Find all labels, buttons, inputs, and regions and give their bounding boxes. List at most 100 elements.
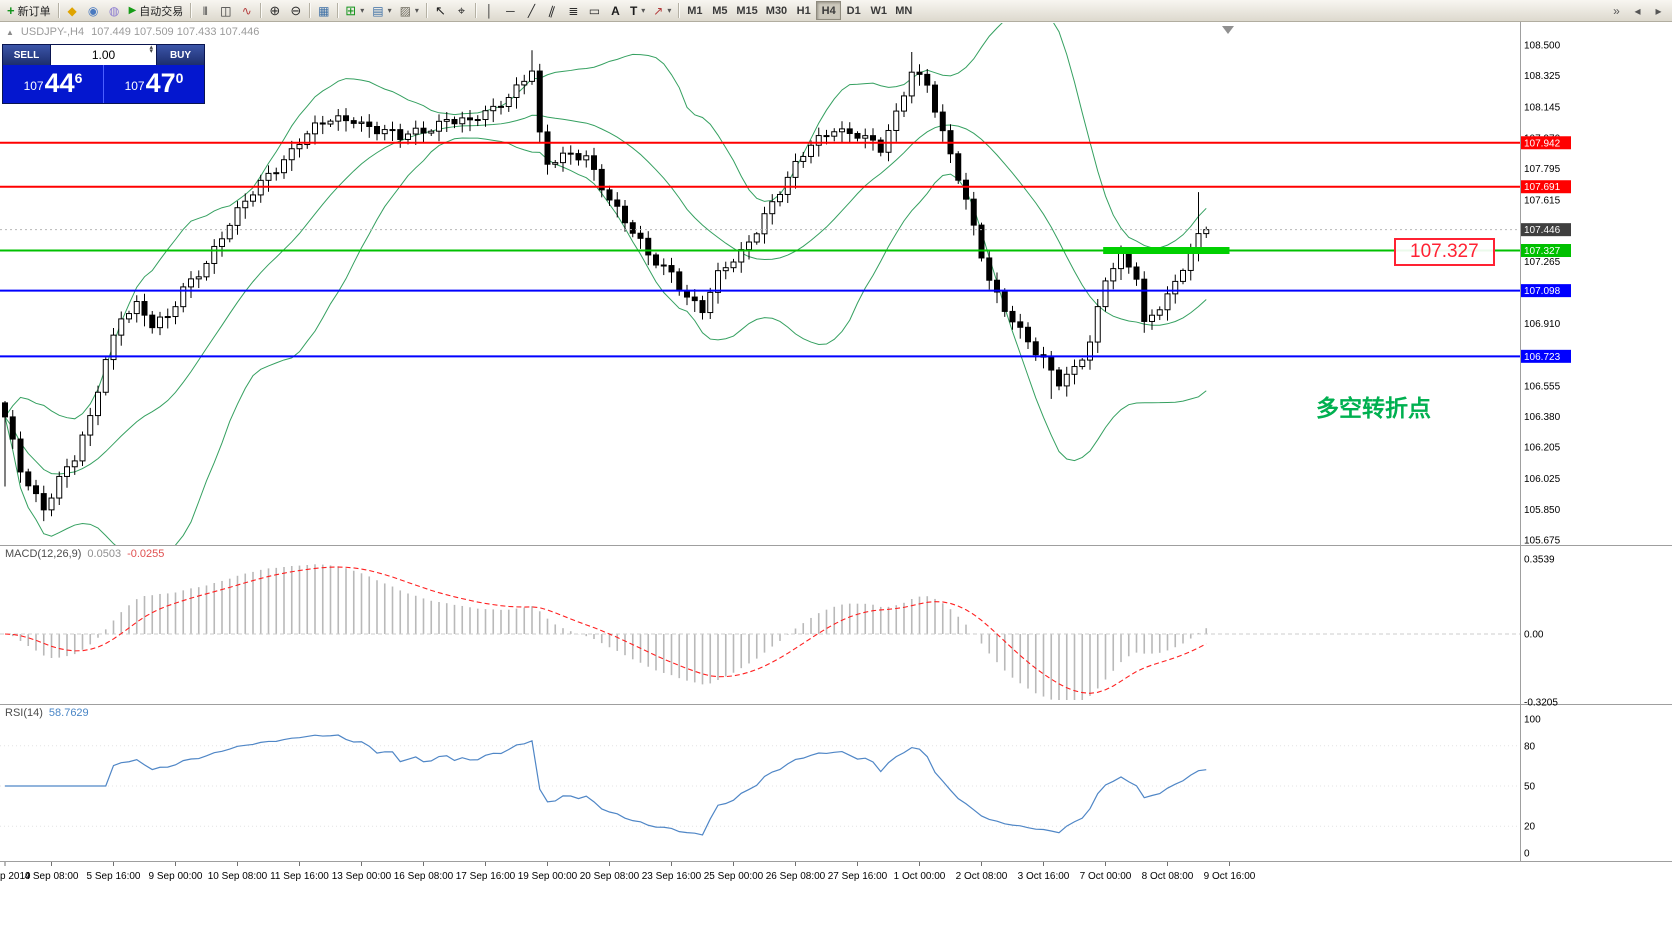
macd-main-value: 0.0503: [87, 548, 122, 560]
chart-shift-marker[interactable]: [1222, 26, 1234, 34]
svg-text:7 Oct 00:00: 7 Oct 00:00: [1080, 871, 1132, 882]
svg-text:9 Oct 16:00: 9 Oct 16:00: [1204, 871, 1256, 882]
shapes-button[interactable]: ▭: [584, 1, 605, 20]
zoom-out-button[interactable]: ⊖: [285, 1, 306, 20]
crosshair-button[interactable]: ⌖: [451, 1, 472, 20]
svg-text:107.446: 107.446: [1524, 225, 1561, 236]
svg-text:106.025: 106.025: [1524, 474, 1561, 485]
sell-button[interactable]: SELL: [3, 45, 51, 65]
svg-text:3 Oct 16:00: 3 Oct 16:00: [1018, 871, 1070, 882]
volume-value[interactable]: 1.00: [91, 48, 116, 62]
svg-text:25 Sep 00:00: 25 Sep 00:00: [704, 871, 764, 882]
trend-highlight-segment[interactable]: [1103, 247, 1230, 255]
label-button[interactable]: T ▾: [626, 1, 649, 20]
rsi-value: 58.7629: [48, 707, 89, 719]
price-tag-107.942: 107.942: [1521, 136, 1571, 150]
one-click-prices: 107 44 6 107 47 0: [3, 65, 204, 103]
volume-spinner[interactable]: ▴ ▾: [149, 44, 153, 56]
svg-text:105.675: 105.675: [1524, 535, 1561, 546]
right-icon: ▸: [1655, 3, 1662, 18]
toolbar-separator: [474, 3, 476, 18]
volume-field[interactable]: 1.00 ▴ ▾: [51, 44, 156, 65]
price-callout-label[interactable]: 107.327: [1394, 238, 1495, 266]
channel-icon: ∥: [547, 2, 558, 19]
svg-text:-0.3205: -0.3205: [1524, 697, 1558, 708]
svg-text:0: 0: [1524, 849, 1530, 860]
trend-icon: ╱: [527, 3, 536, 18]
toolbar-separator: [337, 3, 339, 18]
vline-button[interactable]: │: [479, 1, 500, 20]
timeframe-m15-button[interactable]: M15: [732, 1, 761, 20]
svg-text:107.327: 107.327: [1524, 246, 1561, 257]
timeframe-h4-button[interactable]: H4: [816, 1, 842, 20]
arrows-button[interactable]: ↗ ▾: [649, 1, 675, 20]
channel-button[interactable]: ∥: [542, 1, 563, 20]
bar-chart-button[interactable]: |||: [194, 1, 215, 20]
cursor-button[interactable]: ↖: [430, 1, 451, 20]
svg-text:11 Sep 16:00: 11 Sep 16:00: [270, 871, 329, 882]
profile-icon: ◍: [108, 3, 120, 18]
svg-text:105.850: 105.850: [1524, 505, 1561, 516]
candle-chart-button[interactable]: ◫: [215, 1, 236, 20]
timeframe-m5-button[interactable]: M5: [707, 1, 732, 20]
fibonacci-button[interactable]: ≣: [563, 1, 584, 20]
svg-text:4 Sep 08:00: 4 Sep 08:00: [25, 871, 79, 882]
candles-icon: ◫: [220, 3, 232, 18]
metaeditor-button[interactable]: ◆: [62, 1, 83, 20]
svg-text:107.942: 107.942: [1524, 138, 1561, 149]
line-chart-button[interactable]: ∿: [236, 1, 257, 20]
scroll-right-button[interactable]: ▸: [1648, 1, 1669, 20]
autotrading-button-label: 自动交易: [139, 5, 184, 18]
hline-button[interactable]: ─: [500, 1, 521, 20]
scroll-left-button[interactable]: ◂: [1627, 1, 1648, 20]
svg-text:106.380: 106.380: [1524, 412, 1561, 423]
buy-price[interactable]: 107 47 0: [104, 65, 204, 103]
svg-text:10 Sep 08:00: 10 Sep 08:00: [208, 871, 268, 882]
timeframe-m30-button[interactable]: M30: [762, 1, 791, 20]
text-button[interactable]: A: [605, 1, 626, 20]
profile-button[interactable]: ◍: [104, 1, 125, 20]
price-tag-107.446: 107.446: [1521, 223, 1571, 237]
timeframe-h1-button[interactable]: H1: [791, 1, 816, 20]
left-icon: ◂: [1634, 3, 1641, 18]
timeframe-w1-button[interactable]: W1: [866, 1, 891, 20]
main-toolbar: + 新订单 ◆ ◉ ◍ ▶ 自动交易 ||| ◫ ∿ ⊕ ⊖ ▦ ⊞ ▾ ▤ ▾ ▨ ▾ ↖ ⌖ │ ─ ╱ ∥ ≣ ▭ A T ▾ ↗ ▾ M…: [0, 0, 1672, 22]
turning-point-note[interactable]: 多空转折点: [1316, 395, 1431, 421]
svg-text:17 Sep 16:00: 17 Sep 16:00: [456, 871, 516, 882]
timeframe-m1-button[interactable]: M1: [682, 1, 707, 20]
timeframe-mn-button[interactable]: MN: [891, 1, 916, 20]
tile-windows-button[interactable]: ▦: [313, 1, 334, 20]
macd-indicator-label: MACD(12,26,9) 0.0503 -0.0255: [5, 548, 164, 560]
text-icon: A: [611, 3, 620, 18]
one-click-top-row: SELL 1.00 ▴ ▾ BUY: [3, 44, 204, 65]
sell-price[interactable]: 107 44 6: [3, 65, 103, 103]
trendline-button[interactable]: ╱: [521, 1, 542, 20]
periods-icon: ▤: [372, 3, 384, 18]
toolbar-separator: [57, 3, 59, 18]
svg-text:3 Sep 2019: 3 Sep 2019: [0, 871, 31, 882]
toolbars-button[interactable]: »: [1606, 1, 1627, 20]
one-click-toggle-icon[interactable]: ▲: [6, 27, 14, 37]
price-tag-106.723: 106.723: [1521, 349, 1571, 363]
dropdown-caret-icon: ▾: [387, 6, 392, 15]
toolbar-separator: [425, 3, 427, 18]
toolbar-separator: [678, 3, 680, 18]
svg-text:27 Sep 16:00: 27 Sep 16:00: [828, 871, 888, 882]
autotrading-button[interactable]: ▶ 自动交易: [125, 1, 188, 20]
templates-button[interactable]: ▨ ▾: [396, 1, 423, 20]
indicators-button[interactable]: ⊞ ▾: [341, 1, 368, 20]
dropdown-caret-icon: ▾: [414, 6, 419, 15]
volume-up-icon[interactable]: ▴: [149, 44, 153, 51]
buy-button[interactable]: BUY: [156, 45, 204, 65]
zoom-in-button[interactable]: ⊕: [264, 1, 285, 20]
new-order-button[interactable]: + 新订单: [3, 1, 55, 20]
periods-button[interactable]: ▤ ▾: [368, 1, 395, 20]
one-click-trading-panel: SELL 1.00 ▴ ▾ BUY 107 44 6 107 47 0: [2, 44, 205, 104]
timeframe-d1-button[interactable]: D1: [841, 1, 866, 20]
sell-price-big: 44: [44, 68, 75, 98]
arrows-icon: ↗: [653, 3, 664, 18]
community-button[interactable]: ◉: [83, 1, 104, 20]
volume-down-icon[interactable]: ▾: [149, 48, 153, 56]
